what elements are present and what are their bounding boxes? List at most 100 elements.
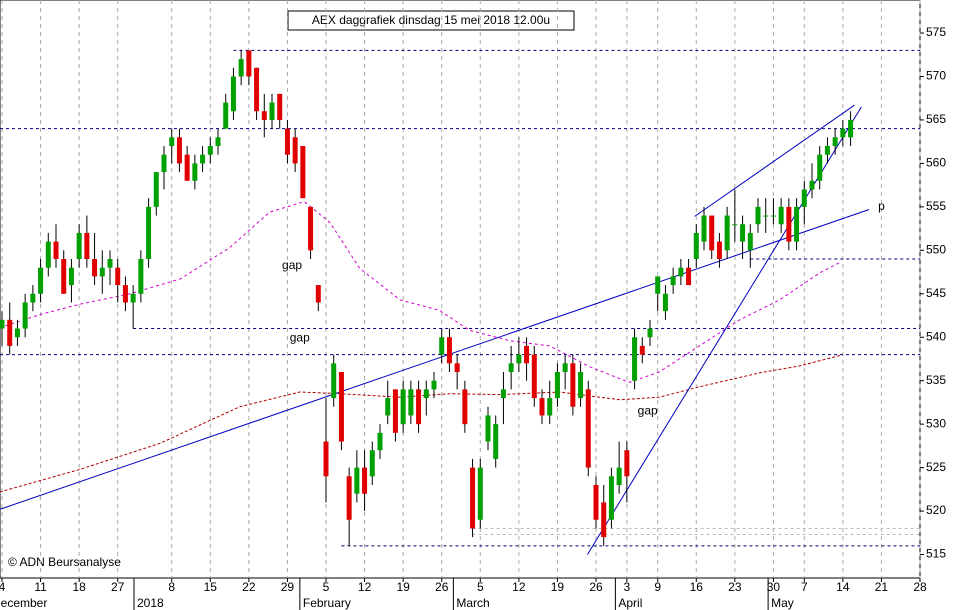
candle-body: [763, 215, 769, 217]
candle-body: [500, 389, 506, 399]
lines-layer: [0, 49, 920, 555]
x-tick-label: 19: [396, 580, 410, 594]
x-tick-label: 5: [323, 580, 330, 594]
candle-body: [68, 267, 74, 286]
candle-body: [84, 232, 90, 260]
overlay-line: [0, 201, 841, 383]
candle-body: [824, 146, 830, 155]
candle-body: [30, 293, 36, 303]
candle-body: [547, 398, 553, 416]
candle-body: [840, 128, 846, 138]
y-tick-label: 530: [926, 416, 946, 430]
candle-body: [184, 154, 190, 181]
candle-body: [7, 319, 13, 346]
candle-body: [315, 285, 321, 303]
candle-body: [470, 467, 476, 529]
candle-body: [639, 345, 645, 355]
candle-body: [439, 337, 445, 355]
candle-body: [616, 467, 622, 485]
x-tick-label: 22: [242, 580, 256, 594]
candle-body: [794, 206, 800, 242]
y-tick-label: 550: [926, 242, 946, 256]
title-box: [287, 10, 575, 31]
x-tick-label: 3: [624, 580, 631, 594]
candle-body: [678, 267, 684, 277]
candle-body: [562, 363, 568, 373]
x-tick-label: 12: [512, 580, 526, 594]
candle-body: [801, 189, 807, 207]
candle-body: [747, 232, 753, 251]
candle-body: [346, 476, 352, 520]
candle-body: [423, 389, 429, 399]
candle-body: [385, 398, 391, 416]
candle-body: [524, 345, 530, 364]
x-tick-label: 8: [168, 580, 175, 594]
candle-body: [632, 337, 638, 381]
candle-body: [362, 467, 368, 494]
candle-body: [670, 276, 676, 286]
candle-body: [454, 363, 460, 373]
candle-body: [107, 259, 113, 268]
x-tick-label: 28: [913, 580, 927, 594]
candle-body: [709, 215, 715, 251]
candle-body: [215, 137, 221, 147]
candle-body: [740, 224, 746, 242]
candle-body: [485, 415, 491, 442]
x-tick-label: 9: [654, 580, 661, 594]
y-tick-label: 515: [926, 547, 946, 561]
candle-body: [261, 111, 267, 120]
candle-body: [115, 267, 121, 286]
candle-body: [153, 172, 159, 207]
overlay-line: [587, 106, 862, 555]
x-tick-label: 16: [690, 580, 704, 594]
x-tick-label: 27: [111, 580, 125, 594]
candle-body: [848, 119, 854, 138]
overlay-line: [0, 209, 870, 510]
candle-body: [701, 215, 707, 242]
candle-body: [53, 241, 59, 260]
month-label: 2018: [137, 596, 164, 610]
candle-body: [323, 441, 329, 477]
y-tick-label: 575: [926, 25, 946, 39]
x-tick-label: 26: [435, 580, 449, 594]
candle-body: [693, 232, 699, 260]
candle-body: [331, 363, 337, 399]
y-tick-label: 525: [926, 460, 946, 474]
candle-body: [593, 484, 599, 520]
x-tick-label: 12: [358, 580, 372, 594]
candle-body: [338, 372, 344, 442]
candles-layer: [0, 50, 854, 546]
candle-body: [38, 267, 44, 294]
candle-body: [570, 363, 576, 407]
candle-body: [354, 467, 360, 494]
overlay-line: [0, 355, 840, 493]
candle-body: [76, 232, 82, 260]
candle-body: [655, 276, 661, 294]
candle-body: [477, 467, 483, 520]
candle-body: [400, 389, 406, 425]
month-label: December: [0, 596, 47, 610]
candle-body: [578, 372, 584, 399]
candle-body: [446, 337, 452, 364]
x-tick-label: 15: [204, 580, 218, 594]
candle-body: [146, 206, 152, 260]
candle-body: [0, 319, 5, 329]
candle-body: [92, 259, 98, 277]
y-tick-label: 520: [926, 503, 946, 517]
candle-body: [122, 285, 128, 303]
candle-body: [377, 432, 383, 451]
candle-body: [662, 293, 668, 312]
candle-body: [732, 224, 738, 226]
candle-body: [724, 215, 730, 251]
candle-body: [778, 206, 784, 225]
x-tick-label: 23: [728, 580, 742, 594]
x-tick-label: 14: [836, 580, 850, 594]
candle-body: [161, 154, 167, 173]
overlay-line: [694, 104, 855, 217]
candle-body: [230, 76, 236, 112]
candle-body: [192, 163, 198, 181]
y-tick-label: 545: [926, 286, 946, 300]
month-label: February: [303, 596, 351, 610]
candle-body: [308, 206, 314, 251]
